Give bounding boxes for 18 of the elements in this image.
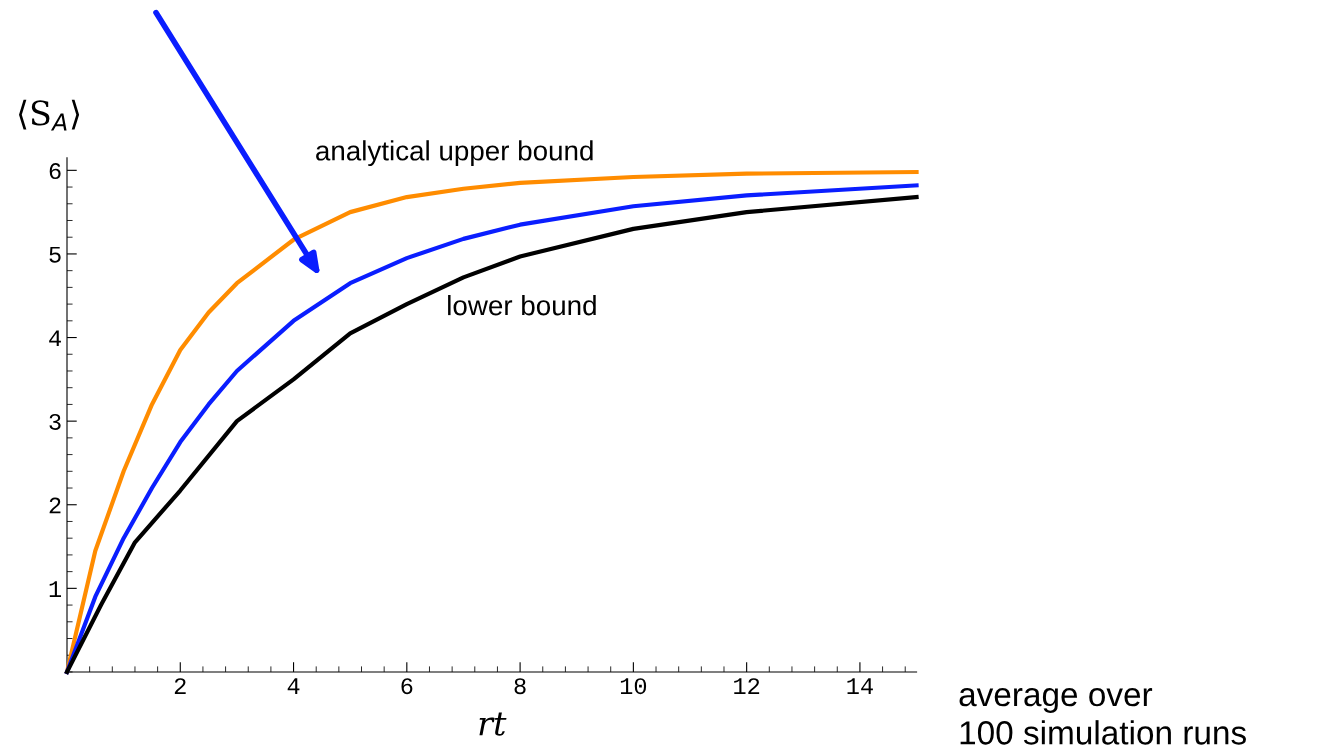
y-tick-label: 5 <box>49 246 61 263</box>
x-tick-label: 6 <box>401 678 413 695</box>
x-tick-label: 8 <box>514 678 526 695</box>
y-tick-label: 1 <box>49 581 61 597</box>
x-tick-label: 14 <box>847 678 873 694</box>
y-tick-label: 3 <box>49 413 61 430</box>
y-tick-label: 2 <box>49 497 61 514</box>
y-tick-label: 4 <box>49 330 61 347</box>
text: average over 100 simulation runs <box>959 688 1246 745</box>
annotation: lower bound <box>448 294 596 316</box>
x-tick-label: 4 <box>287 678 300 694</box>
x-tick-label: 2 <box>174 678 186 694</box>
annotation: analytical upper bound <box>316 140 593 167</box>
y-axis-title: ⟨S$_{A}$⟩ <box>19 99 80 131</box>
x-tick-label: 12 <box>734 678 760 694</box>
x-tick-label: 10 <box>620 678 647 695</box>
x-axis-title: rt <box>479 712 507 736</box>
y-tick-label: 6 <box>49 163 61 180</box>
